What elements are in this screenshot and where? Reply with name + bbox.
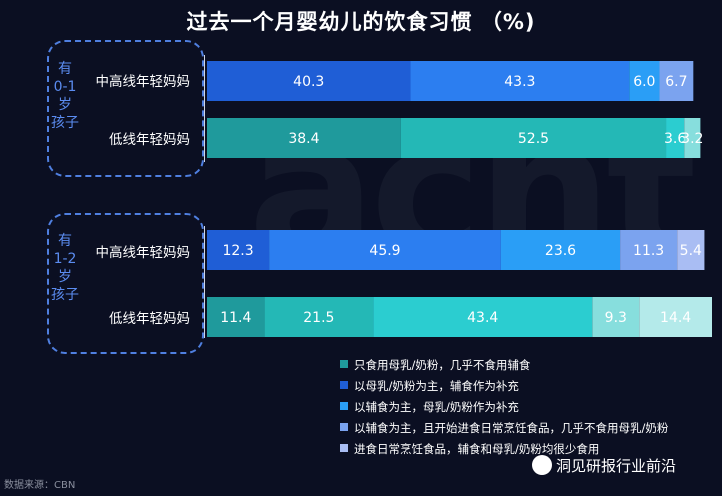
group-label-line: 1-2: [53, 251, 77, 267]
group-box-0-1: [47, 40, 204, 177]
row-label-low-0-1: 低线年轻妈妈: [109, 132, 190, 148]
bar-value-label: 43.4: [467, 310, 498, 326]
wechat-icon: [532, 455, 552, 475]
bar-segment: [207, 118, 401, 158]
brand-signature: 洞见研报行业前沿: [556, 457, 677, 475]
legend-swatch: [340, 402, 348, 410]
bar-segment: [207, 297, 265, 337]
bar-segment: [677, 230, 705, 270]
legend-label: 以辅食为主，且开始进食日常烹饪食品，几乎不食用母乳/奶粉: [354, 421, 669, 435]
bar-value-label: 21.5: [303, 310, 334, 326]
row-label-low-1-2: 低线年轻妈妈: [109, 311, 190, 327]
legend-swatch: [340, 360, 348, 368]
legend-swatch: [340, 381, 348, 389]
bar-segment: [264, 297, 374, 337]
legend-swatch: [340, 423, 348, 431]
bar-value-label: 12.3: [222, 243, 253, 259]
bar-value-label: 11.4: [220, 310, 251, 326]
group-label-line: 孩子: [51, 115, 79, 131]
bar-segment: [500, 230, 621, 270]
group-box-1-2: [47, 213, 204, 354]
group-label-line: 岁: [58, 97, 72, 113]
axis-line-0-1: [204, 55, 205, 162]
legend-label: 以辅食为主，母乳/奶粉作为补充: [354, 400, 519, 414]
bar-segment: [207, 230, 270, 270]
source-note: 数据来源：CBN: [4, 480, 76, 491]
chart-title: 过去一个月婴幼儿的饮食习惯 （%): [186, 10, 536, 34]
bar-value-label: 6.0: [633, 74, 655, 90]
legend-label: 进食日常烹饪食品，辅食和母乳/奶粉均很少食用: [354, 442, 599, 456]
bar-segment: [629, 61, 660, 101]
bar-value-label: 5.4: [680, 243, 702, 259]
bar-segment: [620, 230, 678, 270]
group-label-line: 有: [58, 61, 72, 77]
bar-segment: [659, 61, 694, 101]
bar-value-label: 14.4: [660, 310, 691, 326]
bar-segment: [207, 61, 411, 101]
group-label-0-1: 有 0-1 岁 孩子: [50, 60, 80, 132]
group-label-line: 孩子: [51, 287, 79, 303]
legend-swatch: [340, 444, 348, 452]
legend-label: 以母乳/奶粉为主，辅食作为补充: [354, 379, 519, 393]
bar-value-label: 38.4: [288, 131, 319, 147]
bar-value-label: 23.6: [545, 243, 576, 259]
group-label-line: 0-1: [53, 79, 77, 95]
bar-value-label: 9.3: [605, 310, 627, 326]
bar-segment: [410, 61, 630, 101]
legend-label: 只食用母乳/奶粉，几乎不食用辅食: [354, 358, 531, 372]
bar-value-label: 11.3: [633, 243, 664, 259]
bar-value-label: 3.6: [664, 131, 686, 147]
bar-segment: [373, 297, 593, 337]
bar-value-label: 40.3: [293, 74, 324, 90]
bar-segment: [666, 118, 685, 158]
row-label-mid-high-1-2: 中高线年轻妈妈: [95, 245, 191, 261]
bar-value-label: 3.2: [681, 131, 703, 147]
bar-segment: [269, 230, 501, 270]
bar-value-label: 52.5: [518, 131, 549, 147]
group-label-line: 岁: [58, 269, 72, 285]
row-label-mid-high-0-1: 中高线年轻妈妈: [95, 74, 191, 90]
axis-line-1-2: [204, 226, 205, 338]
bar-segment: [684, 118, 701, 158]
bar-segment: [400, 118, 667, 158]
bar-segment: [592, 297, 640, 337]
group-label-1-2: 有 1-2 岁 孩子: [50, 232, 80, 304]
bar-value-label: 45.9: [369, 243, 400, 259]
group-label-line: 有: [58, 233, 72, 249]
bar-value-label: 6.7: [665, 74, 687, 90]
bar-segment: [639, 297, 712, 337]
bar-value-label: 43.3: [504, 74, 535, 90]
